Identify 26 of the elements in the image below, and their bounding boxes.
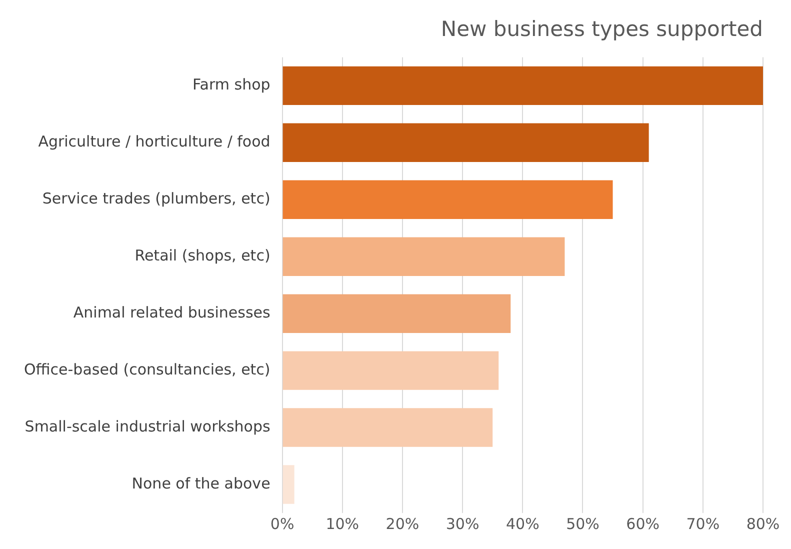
bar [282,465,294,504]
bar [282,237,565,276]
x-tick-label: 60% [626,514,660,533]
bar [282,408,493,447]
bar [282,294,511,333]
y-tick-label: Service trades (plumbers, etc) [42,190,270,208]
y-tick-label: Small-scale industrial workshops [24,417,270,436]
y-tick-label: Farm shop [192,76,270,94]
y-tick-label: Retail (shops, etc) [134,246,270,265]
x-tick-label: 40% [506,514,540,533]
bar [282,351,499,390]
x-tick-label: 10% [326,514,360,533]
x-tick-label: 70% [686,514,720,533]
y-tick-label: None of the above [132,474,270,492]
chart-title: New business types supported [440,17,763,42]
y-tick-label: Animal related businesses [73,303,270,322]
bar [282,66,763,106]
y-tick-label: Agriculture / horticulture / food [38,132,270,151]
x-tick-label: 0% [270,514,294,533]
x-tick-label: 50% [566,514,600,533]
bar [282,123,649,162]
bar [282,180,613,220]
y-tick-label: Office-based (consultancies, etc) [24,360,270,378]
x-tick-label: 80% [746,514,780,533]
x-tick-label: 20% [386,514,420,533]
x-tick-label: 30% [446,514,480,533]
